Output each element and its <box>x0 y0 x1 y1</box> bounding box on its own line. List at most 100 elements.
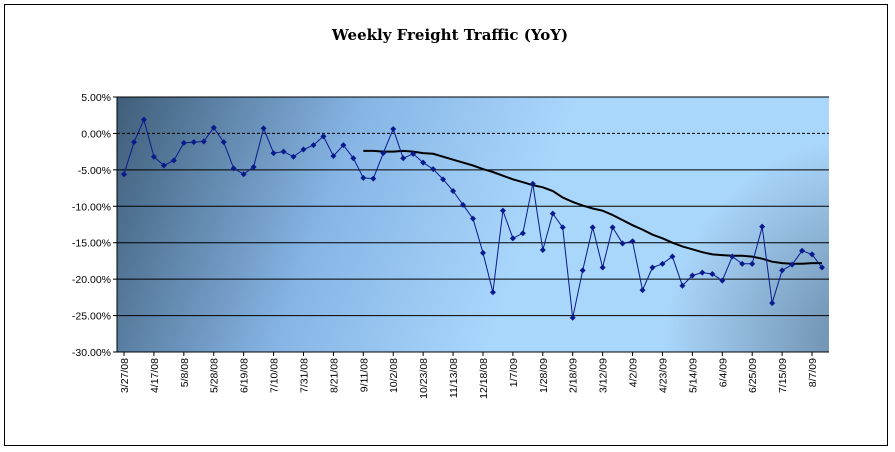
data-point-marker <box>609 224 616 231</box>
data-point-marker <box>499 207 506 214</box>
x-tick-label: 6/19/08 <box>239 358 251 393</box>
x-tick-label: 5/14/09 <box>687 358 699 393</box>
data-point-marker <box>799 247 806 254</box>
data-point-marker <box>629 238 636 245</box>
x-tick-label: 5/8/08 <box>179 358 191 387</box>
data-point-marker <box>470 215 476 222</box>
data-point-marker <box>240 171 247 178</box>
x-tick-label: 1/7/09 <box>508 358 520 387</box>
data-point-marker <box>519 230 526 237</box>
data-point-marker <box>659 260 666 267</box>
x-tick-label: 4/17/08 <box>149 358 161 393</box>
x-tick-label: 3/12/09 <box>598 358 610 393</box>
data-point-marker <box>679 282 686 289</box>
y-tick-label: 5.00% <box>81 92 111 104</box>
x-tick-label: 12/18/08 <box>478 358 490 399</box>
x-tick-label: 10/23/08 <box>418 358 430 399</box>
data-point-marker <box>180 139 187 146</box>
x-tick-label: 8/21/08 <box>328 358 340 393</box>
data-point-marker <box>340 142 347 149</box>
x-tick-label: 6/25/09 <box>747 358 759 393</box>
data-point-marker <box>280 148 287 155</box>
data-point-marker <box>320 133 327 140</box>
y-tick-label: -15.00% <box>72 238 111 250</box>
data-point-marker <box>440 176 447 183</box>
data-point-marker <box>150 153 157 160</box>
data-point-marker <box>430 166 437 173</box>
data-point-marker <box>260 125 267 132</box>
y-tick-label: -30.00% <box>72 347 111 359</box>
data-point-marker <box>230 165 237 172</box>
x-tick-label: 9/11/08 <box>358 358 370 392</box>
x-tick-label: 10/2/08 <box>388 358 400 393</box>
data-point-marker <box>330 153 337 160</box>
data-point-marker <box>789 261 796 268</box>
chart-frame: Weekly Freight Traffic (YoY) 5.00% 0.00% -… <box>4 4 888 446</box>
data-point-marker <box>310 142 317 149</box>
plot-area-shade <box>117 97 829 352</box>
x-tick-label: 5/28/08 <box>209 358 221 393</box>
x-tick-label: 3/27/08 <box>119 358 131 393</box>
data-point-marker <box>360 174 367 181</box>
moving-average-line <box>363 149 822 265</box>
y-tick-label: 0.00% <box>81 128 111 140</box>
data-point-marker <box>509 235 516 242</box>
y-tick-label: -25.00% <box>72 311 111 323</box>
data-point-marker <box>779 267 786 274</box>
data-point-marker <box>460 201 467 208</box>
chart-title: Weekly Freight Traffic (YoY) <box>331 26 568 44</box>
data-point-marker <box>649 264 656 271</box>
data-point-marker <box>719 277 726 284</box>
y-tick-label: -10.00% <box>72 201 111 213</box>
data-point-marker <box>579 267 586 274</box>
data-point-marker <box>350 155 357 162</box>
data-point-marker <box>539 247 546 253</box>
x-tick-label: 7/31/08 <box>298 358 310 393</box>
data-point-marker <box>300 146 307 153</box>
data-point-marker <box>400 155 407 162</box>
data-point-marker <box>809 251 816 258</box>
data-point-marker <box>569 314 576 321</box>
data-point-marker <box>420 159 427 166</box>
data-point-marker <box>689 272 696 279</box>
data-point-marker <box>699 269 706 276</box>
data-point-marker <box>160 162 167 169</box>
y-tick-label: -20.00% <box>72 274 111 286</box>
data-point-marker <box>759 223 766 230</box>
data-point-marker <box>729 253 736 260</box>
data-point-marker <box>140 116 147 123</box>
data-point-marker <box>220 139 227 146</box>
x-tick-label: 6/4/09 <box>717 358 729 387</box>
data-point-marker <box>190 139 197 146</box>
data-point-marker <box>489 289 496 296</box>
data-point-marker <box>170 157 177 164</box>
data-point-marker <box>479 249 486 256</box>
data-point-marker <box>819 264 825 271</box>
data-point-marker <box>619 240 626 247</box>
data-point-marker <box>749 260 756 267</box>
data-point-marker <box>121 171 127 178</box>
x-tick-label: 4/23/09 <box>657 358 669 393</box>
data-point-marker <box>529 180 536 187</box>
x-tick-label: 7/10/08 <box>269 358 281 393</box>
x-tick-label: 11/13/08 <box>448 358 460 398</box>
data-point-marker <box>210 124 217 131</box>
data-point-marker <box>549 210 556 217</box>
data-point-marker <box>559 224 566 231</box>
data-point-marker <box>639 287 646 294</box>
data-point-marker <box>130 139 137 146</box>
x-tick-label: 1/28/09 <box>538 358 550 393</box>
data-point-marker <box>370 175 377 182</box>
data-point-marker <box>669 253 676 260</box>
data-point-marker <box>270 150 277 157</box>
data-point-marker <box>739 260 746 267</box>
data-point-marker <box>250 163 257 170</box>
data-point-marker <box>589 224 596 231</box>
data-point-marker <box>200 138 207 145</box>
x-tick-label: 8/7/09 <box>807 358 819 387</box>
data-point-marker <box>390 126 397 133</box>
data-point-marker <box>599 264 606 271</box>
data-point-marker <box>410 150 417 157</box>
data-point-marker <box>709 271 716 278</box>
data-point-marker <box>769 300 776 307</box>
